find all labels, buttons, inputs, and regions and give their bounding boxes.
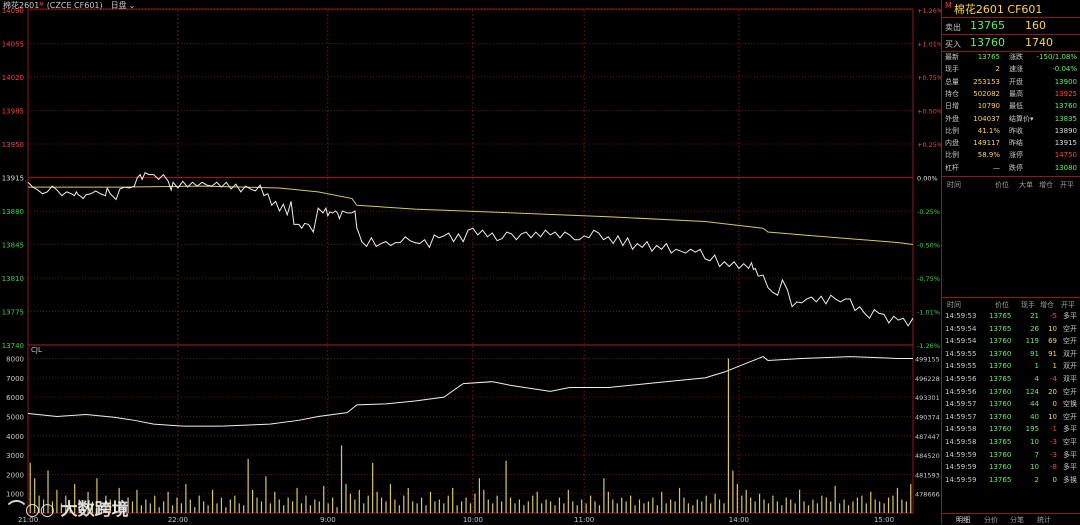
tick-row[interactable]: 14:59:54 13765 26 10 空开 xyxy=(945,324,1077,333)
tab-ticks[interactable]: 分笔 xyxy=(1010,516,1024,524)
watermark-icon: ⌒○○ xyxy=(8,500,55,520)
time-tick: 11:00 xyxy=(574,516,594,524)
stat-row: 最新 13765 涨跌 -150/1.08% xyxy=(945,53,1077,61)
volume-tick: 7000 xyxy=(6,375,24,383)
price-tick: 14020 xyxy=(2,74,24,82)
oi-tick: 487447 xyxy=(915,433,940,441)
percent-tick: +1.26% xyxy=(917,7,941,15)
time-tick: 9:00 xyxy=(320,516,336,524)
tick-row[interactable]: 14:59:55 13760 1 1 双开 xyxy=(945,362,1077,371)
bid-row[interactable]: 买入 13760 1740 xyxy=(945,36,1053,49)
stat-row: 杠杆 — 跌停 13080 xyxy=(945,163,1077,172)
tick-row[interactable]: 14:59:53 13765 21 -5 多平 xyxy=(945,312,1077,320)
oi-tick: 481593 xyxy=(915,471,940,479)
price-tick: 14055 xyxy=(2,41,24,49)
oi-tick: 484520 xyxy=(915,452,940,460)
stat-row: 现手 2 速涨 -0.04% xyxy=(945,65,1077,74)
volume-tick: 3000 xyxy=(6,452,24,460)
ask-row[interactable]: 卖出 13765 160 xyxy=(945,19,1046,32)
open-interest-line xyxy=(27,356,913,427)
time-tick: 10:00 xyxy=(463,516,483,524)
volume-tick: 8000 xyxy=(6,356,24,364)
sub-chart-label: CJL xyxy=(31,346,42,354)
oi-tick: 490374 xyxy=(915,413,940,421)
time-tick: 21:00 xyxy=(18,516,38,524)
price-tick: 13845 xyxy=(2,242,24,250)
open-interest-axis: 499155 496228 493301 490374 487447 484520 4815… xyxy=(915,356,940,499)
volume-axis: 8000 7000 6000 5000 4000 3000 2000 1000 xyxy=(6,356,24,499)
percent-tick: -0.50% xyxy=(917,242,940,250)
volume-tick: 2000 xyxy=(6,471,24,479)
tick-row[interactable]: 14:59:55 13760 91 91 双开 xyxy=(945,349,1077,358)
price-tick: 13985 xyxy=(2,108,24,116)
watermark-logo: ⌒○○ 大数跨境 xyxy=(8,500,129,520)
panel-tabs: 明细 分价 分笔 统计 xyxy=(942,513,1080,524)
price-axis: 14090 14055 14020 13985 13950 13915 13880 13845… xyxy=(2,7,24,350)
quote-panel: M 棉花2601 CF601 卖出 13765 160 买入 13760 1740 最新 1… xyxy=(941,0,1080,524)
average-price-line xyxy=(28,185,914,245)
percent-tick: +0.75% xyxy=(917,74,941,82)
price-tick: 13810 xyxy=(2,275,24,283)
panel-title: M 棉花2601 CF601 xyxy=(945,1,1043,16)
tick-row[interactable]: 14:59:58 13760 195 -1 多平 xyxy=(945,425,1077,434)
stat-row: 总量 253153 开盘 13900 xyxy=(945,77,1077,86)
tab-stats[interactable]: 统计 xyxy=(1037,516,1051,524)
percent-tick: +0.50% xyxy=(917,108,941,116)
price-tick: 13915 xyxy=(2,175,24,183)
volume-bars xyxy=(29,358,912,513)
time-tick: 14:00 xyxy=(729,516,749,524)
tick-row[interactable]: 14:59:57 13760 40 10 空开 xyxy=(945,412,1077,421)
volume-tick: 5000 xyxy=(6,413,24,421)
tick-row[interactable]: 14:59:59 13760 10 -8 多平 xyxy=(945,463,1077,472)
time-tick: 22:00 xyxy=(168,516,188,524)
time-axis: 21:00 22:00 9:00 10:00 11:00 14:00 15:00 xyxy=(18,516,894,524)
tick-row[interactable]: 14:59:58 13765 10 -3 空平 xyxy=(945,438,1077,446)
tick-row[interactable]: 14:59:57 13760 44 0 空换 xyxy=(945,400,1077,409)
tab-detail[interactable]: 明细 xyxy=(956,516,970,524)
time-tick: 15:00 xyxy=(874,516,894,524)
oi-tick: 493301 xyxy=(915,394,940,402)
volume-tick: 6000 xyxy=(6,394,24,402)
volume-tick: 4000 xyxy=(6,433,24,441)
price-tick: 13740 xyxy=(2,342,24,350)
intraday-chart[interactable]: 14090 14055 14020 13985 13950 13915 13880 13845… xyxy=(0,0,941,524)
chart-grid xyxy=(27,8,914,514)
percent-tick: -1.26% xyxy=(917,342,940,350)
oi-tick: 496228 xyxy=(915,375,940,383)
tick-row[interactable]: 14:59:56 13760 124 20 空开 xyxy=(945,387,1077,396)
stat-row: 内盘 149117 昨结 13915 xyxy=(945,139,1077,148)
tick-row[interactable]: 14:59:54 13760 119 69 空开 xyxy=(945,337,1077,346)
price-tick: 13880 xyxy=(2,208,24,216)
percent-tick: 0.00% xyxy=(917,175,938,183)
tab-price-levels[interactable]: 分价 xyxy=(984,516,998,524)
oi-tick: 499155 xyxy=(915,356,940,364)
price-line xyxy=(27,172,914,327)
percent-tick: -0.25% xyxy=(917,208,940,216)
price-tick: 14090 xyxy=(2,7,24,15)
chart-frame xyxy=(27,8,914,514)
percent-tick: +0.25% xyxy=(917,141,941,149)
tick-row[interactable]: 14:59:59 13760 7 -3 多平 xyxy=(945,450,1077,459)
tick-row[interactable]: 14:59:59 13765 2 0 多换 xyxy=(945,475,1077,484)
percent-tick: -1.01% xyxy=(917,309,940,317)
stat-row: 比例 58.9% 涨停 14750 xyxy=(945,151,1077,160)
price-tick: 13950 xyxy=(2,141,24,149)
stat-row: 日增 10790 最低 13760 xyxy=(945,102,1077,111)
percent-axis: +1.26% +1.01% +0.75% +0.50% +0.25% 0.00% -0.25… xyxy=(917,7,941,350)
stat-row: 外盘 104037 结算价▾ 13835 xyxy=(945,114,1077,123)
tick-row[interactable]: 14:59:56 13765 4 -4 双平 xyxy=(945,375,1077,383)
price-tick: 13775 xyxy=(2,309,24,317)
stat-row: 比例 41.1% 昨收 13890 xyxy=(945,126,1077,135)
chart-title: 棉花2601M (CZCE CF601) 日盘 ⌄ xyxy=(3,0,135,10)
volume-tick: 1000 xyxy=(6,491,24,499)
percent-tick: +1.01% xyxy=(917,41,941,49)
percent-tick: -0.75% xyxy=(917,275,940,283)
stat-row: 持仓 502082 最高 13925 xyxy=(945,89,1077,98)
oi-tick: 478666 xyxy=(915,491,940,499)
